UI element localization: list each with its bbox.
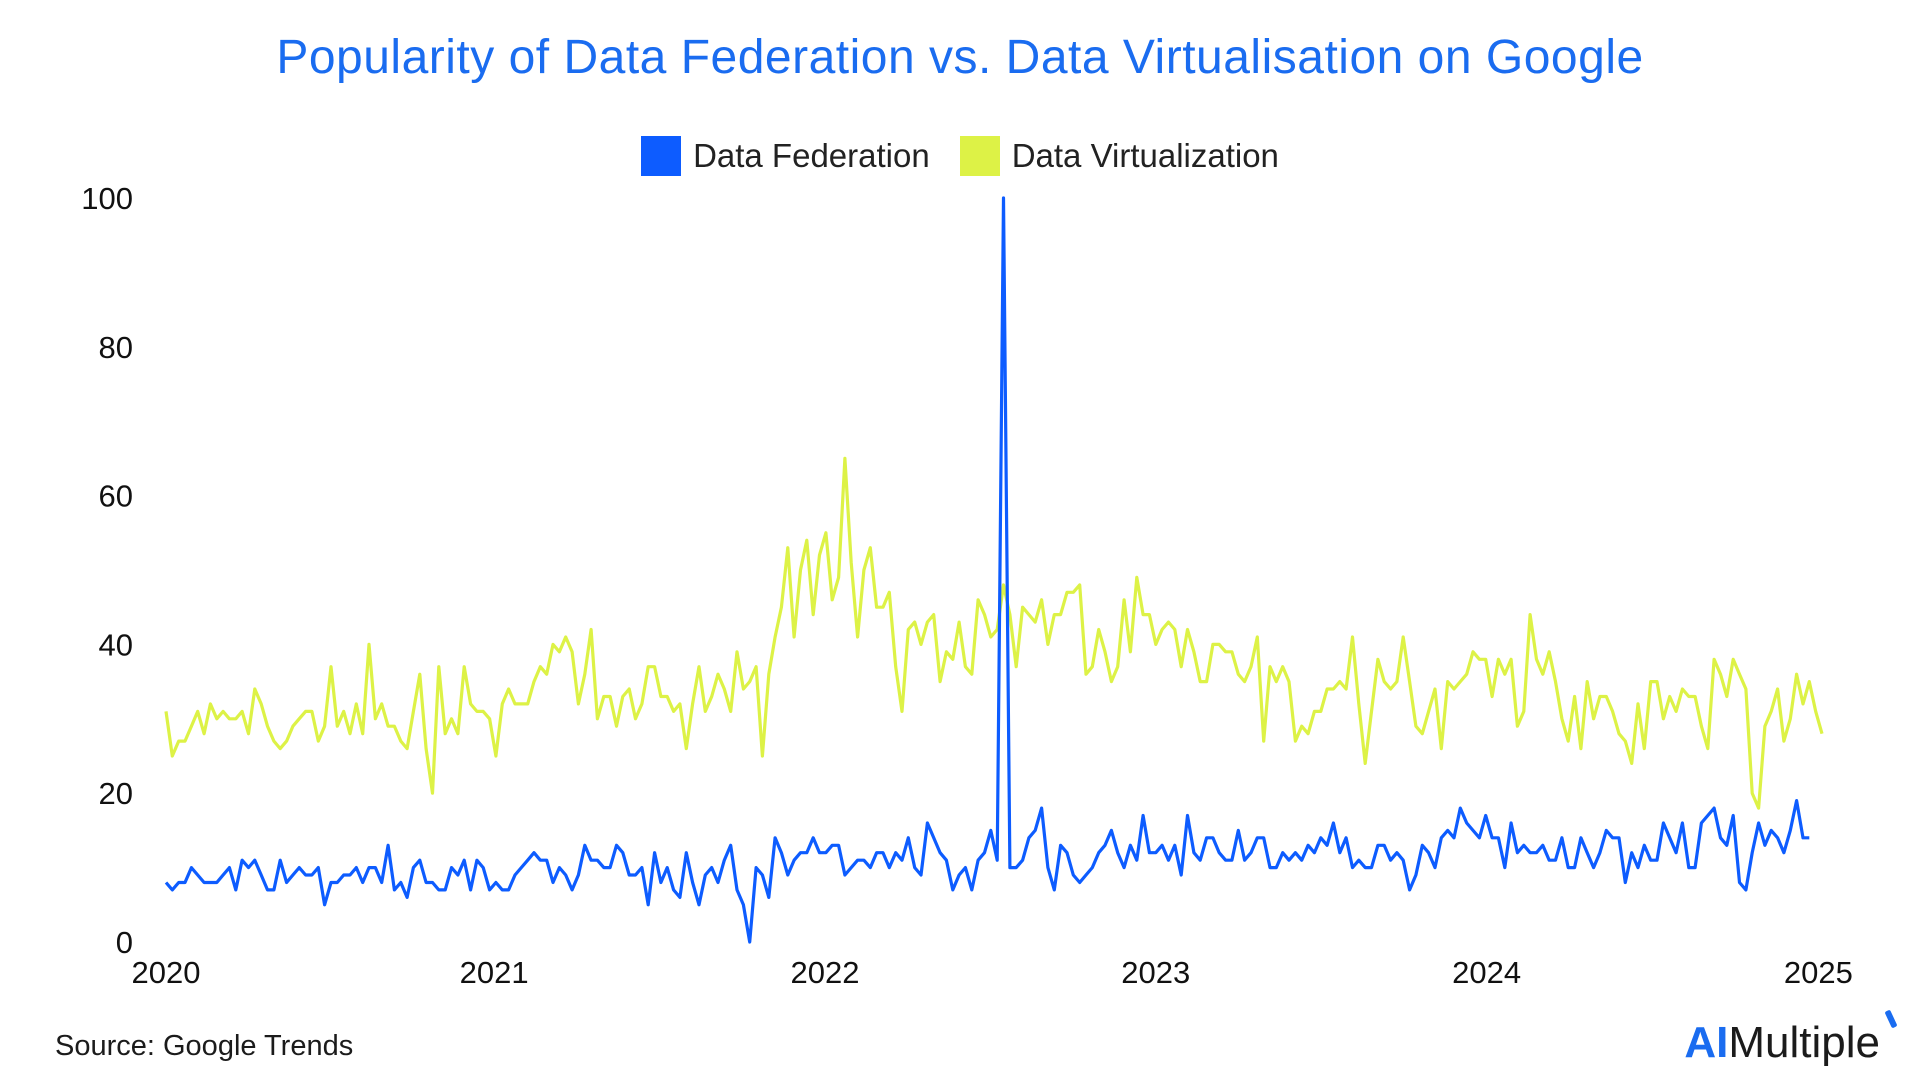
series-line-federation bbox=[164, 196, 1810, 944]
x-tick-label: 2020 bbox=[132, 955, 201, 990]
y-tick-label: 20 bbox=[99, 776, 133, 811]
legend-label-federation: Data Federation bbox=[693, 137, 930, 174]
x-tick-label: 2024 bbox=[1452, 955, 1521, 990]
brand-logo: AIMultiple bbox=[1684, 1009, 1898, 1068]
x-tick-label: 2022 bbox=[790, 955, 859, 990]
y-tick-label: 80 bbox=[99, 330, 133, 365]
legend-item-virtualization: Data Virtualization bbox=[959, 136, 1279, 176]
series-line-virtualization bbox=[164, 456, 1824, 810]
x-tick-label: 2025 bbox=[1784, 955, 1853, 990]
brand-logo-text: Multiple bbox=[1728, 1018, 1880, 1067]
x-axis: 2020 2021 2022 2023 2024 2025 bbox=[132, 955, 1853, 990]
y-tick-label: 60 bbox=[99, 479, 133, 514]
legend: Data Federation Data Virtualization bbox=[0, 136, 1920, 176]
y-tick-label: 100 bbox=[81, 181, 133, 216]
source-note: Source: Google Trends bbox=[55, 1030, 354, 1062]
brand-logo-ai: AI bbox=[1684, 1018, 1729, 1067]
legend-swatch-virtualization bbox=[959, 136, 1000, 176]
series-layer bbox=[164, 196, 1824, 944]
legend-item-federation: Data Federation bbox=[641, 136, 930, 176]
y-axis: 0 20 40 60 80 100 bbox=[81, 181, 133, 960]
y-tick-label: 40 bbox=[99, 627, 133, 662]
chart-title: Popularity of Data Federation vs. Data V… bbox=[276, 31, 1644, 84]
y-tick-label: 0 bbox=[116, 925, 133, 960]
x-tick-label: 2021 bbox=[460, 955, 529, 990]
legend-label-virtualization: Data Virtualization bbox=[1011, 137, 1279, 174]
x-tick-label: 2023 bbox=[1121, 955, 1190, 990]
legend-swatch-federation bbox=[641, 136, 682, 176]
